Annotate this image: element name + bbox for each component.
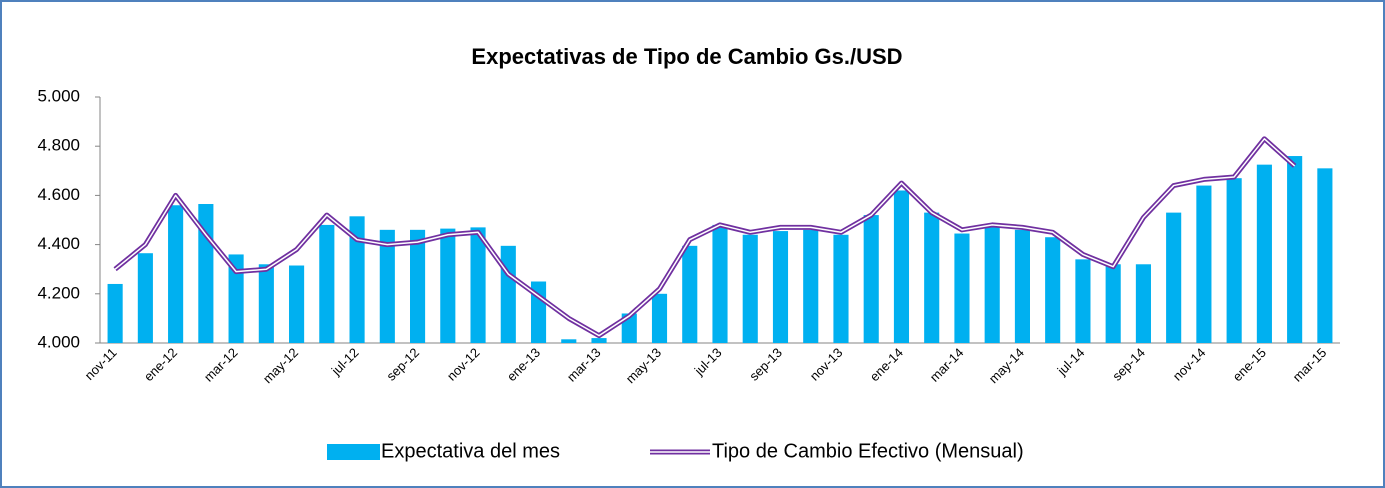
bar [1257, 165, 1272, 343]
chart-title: Expectativas de Tipo de Cambio Gs./USD [471, 44, 902, 69]
bar [289, 266, 304, 343]
y-tick-label: 4.400 [37, 234, 80, 253]
bar [803, 230, 818, 343]
bar [410, 230, 425, 343]
bar [470, 227, 485, 343]
bar [1045, 237, 1060, 343]
bar [1196, 186, 1211, 343]
legend-label: Tipo de Cambio Efectivo (Mensual) [712, 440, 1024, 462]
bar [743, 235, 758, 343]
bar [954, 234, 969, 343]
legend-label: Expectativa del mes [381, 440, 560, 462]
y-tick-label: 5.000 [37, 86, 80, 105]
bar [682, 246, 697, 343]
bar [319, 225, 334, 343]
bar [924, 213, 939, 343]
bar [833, 235, 848, 343]
y-tick-label: 4.200 [37, 283, 80, 302]
bar [1166, 213, 1181, 343]
bar [561, 339, 576, 343]
bar [440, 229, 455, 343]
y-tick-label: 4.800 [37, 136, 80, 155]
legend-swatch [327, 444, 380, 460]
chart: Expectativas de Tipo de Cambio Gs./USD 4… [0, 0, 1385, 488]
bar [108, 284, 123, 343]
bar [1227, 178, 1242, 343]
y-tick-label: 4.000 [37, 332, 80, 351]
bar [652, 294, 667, 343]
bar [894, 190, 909, 343]
bar [773, 231, 788, 343]
bar [259, 264, 274, 343]
bar [985, 227, 1000, 343]
bar [1136, 264, 1151, 343]
bar [864, 215, 879, 343]
bar [501, 246, 516, 343]
bar [168, 205, 183, 343]
bar [1317, 168, 1332, 343]
bar [1106, 264, 1121, 343]
y-tick-label: 4.600 [37, 185, 80, 204]
bar [712, 225, 727, 343]
bar [1287, 156, 1302, 343]
bar [1015, 230, 1030, 343]
bar [138, 253, 153, 343]
bar [591, 338, 606, 343]
bar [1075, 259, 1090, 343]
